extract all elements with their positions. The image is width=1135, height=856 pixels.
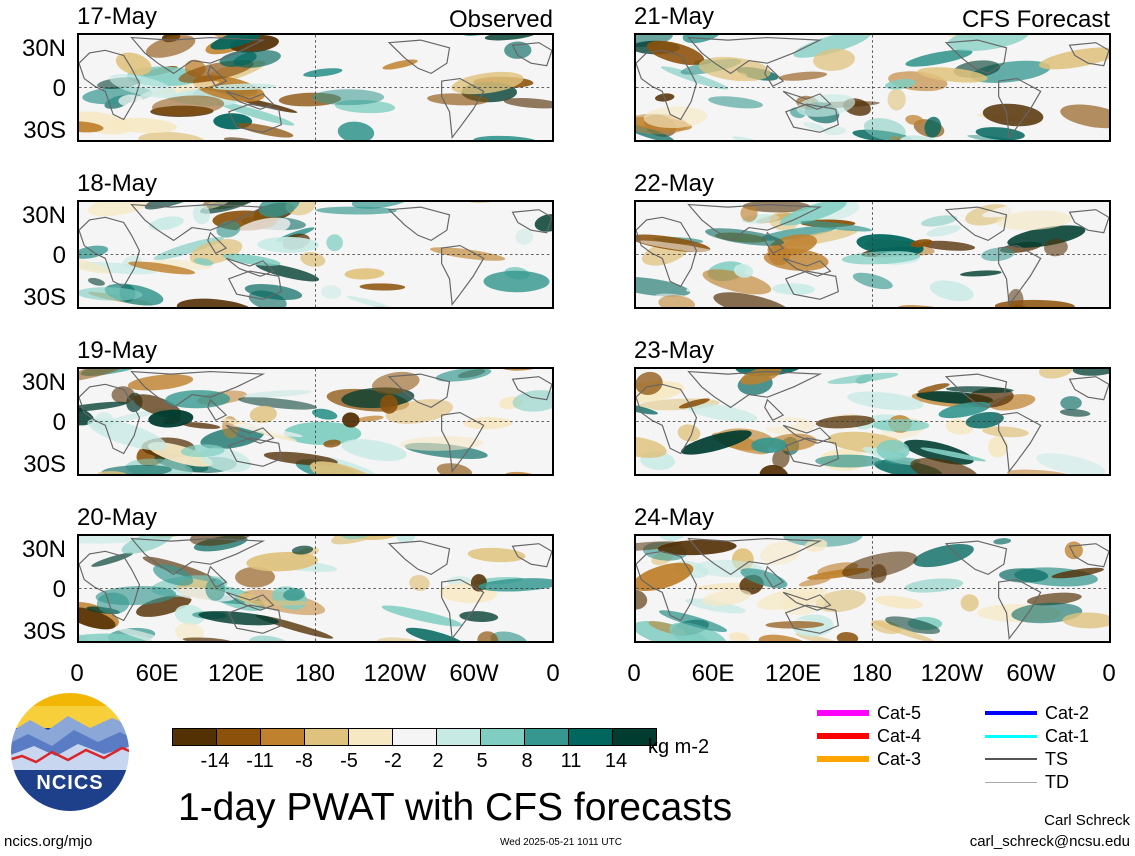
lat-label: 30S: [23, 451, 66, 478]
legend-swatch: [985, 758, 1037, 760]
legend-swatch: [817, 733, 869, 739]
lon-label: 120E: [764, 660, 822, 687]
lon-label: 120W: [920, 660, 984, 687]
lon-label: 60W: [449, 660, 499, 687]
legend-item-cat4: Cat-4: [817, 727, 921, 745]
forecast-label: CFS Forecast: [961, 6, 1110, 33]
ncics-logo: NCICS: [8, 690, 132, 814]
footer-timestamp: Wed 2025-05-21 1011 UTC: [500, 837, 622, 848]
panel-date-2: 18-May: [77, 170, 158, 197]
legend-item-ts: TS: [985, 750, 1068, 768]
legend-label: Cat-2: [1045, 703, 1090, 723]
legend-label: Cat-5: [877, 703, 922, 723]
colorbar-swatches: [172, 728, 657, 746]
map-panel-19-may: [77, 367, 554, 476]
colorbar-swatch: [436, 728, 481, 746]
colorbar-swatch: [260, 728, 305, 746]
map-panel-21-may: [634, 33, 1111, 142]
colorbar-swatch: [304, 728, 349, 746]
colorbar-swatch: [172, 728, 217, 746]
colorbar-tick: -11: [246, 750, 274, 772]
legend-item-cat5: Cat-5: [817, 704, 921, 722]
legend-item-td: TD: [985, 773, 1069, 791]
lon-label: 0: [627, 660, 641, 687]
lon-label: 180: [294, 660, 336, 687]
map-panel-18-may: [77, 200, 554, 309]
observed-label: Observed: [448, 6, 553, 33]
colorbar-tick: -2: [384, 750, 402, 772]
legend-swatch: [817, 756, 869, 762]
lon-label: 0: [1102, 660, 1116, 687]
panel-date-5: 21-May: [634, 3, 715, 30]
colorbar-swatch: [568, 728, 613, 746]
colorbar-tick: -5: [340, 750, 358, 772]
lon-label: 0: [546, 660, 560, 687]
footer-author: Carl Schreck: [1044, 812, 1130, 829]
lon-label: 180: [851, 660, 893, 687]
lon-label: 60E: [135, 660, 179, 687]
lat-label: 0: [52, 576, 66, 603]
colorbar-swatch: [480, 728, 525, 746]
panel-date-4: 20-May: [77, 504, 158, 531]
map-panel-17-may: [77, 33, 554, 142]
map-panel-24-may: [634, 534, 1111, 643]
colorbar-swatch: [392, 728, 437, 746]
figure-title: 1-day PWAT with CFS forecasts: [178, 786, 733, 829]
legend-item-cat1: Cat-1: [985, 727, 1089, 745]
footer-email: carl_schreck@ncsu.edu: [969, 833, 1130, 850]
colorbar-swatch: [612, 728, 657, 746]
legend-item-cat2: Cat-2: [985, 704, 1089, 722]
legend-swatch: [985, 711, 1037, 715]
panel-date-8: 24-May: [634, 504, 715, 531]
map-panel-23-may: [634, 367, 1111, 476]
colorbar-tick: 8: [521, 750, 533, 772]
lon-label: 120E: [207, 660, 265, 687]
panel-date-3: 19-May: [77, 337, 158, 364]
legend-swatch: [985, 781, 1037, 783]
legend-label: TS: [1045, 749, 1069, 769]
lon-label: 60E: [691, 660, 735, 687]
colorbar-swatch: [216, 728, 261, 746]
legend-label: TD: [1045, 772, 1069, 792]
colorbar-tick: 14: [604, 750, 628, 772]
colorbar-unit: kg m-2: [648, 736, 710, 758]
lat-label: 30N: [21, 369, 66, 396]
legend-label: Cat-3: [877, 749, 922, 769]
colorbar-tick: -8: [295, 750, 313, 772]
lat-label: 0: [52, 409, 66, 436]
map-panel-20-may: [77, 534, 554, 643]
lon-label: 60W: [1006, 660, 1056, 687]
lat-label: 30S: [23, 284, 66, 311]
colorbar-tick: 5: [476, 750, 488, 772]
legend-swatch: [985, 734, 1037, 738]
colorbar-swatch: [524, 728, 569, 746]
legend-label: Cat-1: [1045, 726, 1090, 746]
legend-item-cat3: Cat-3: [817, 750, 921, 768]
lon-label: 120W: [363, 660, 427, 687]
footer-url: ncics.org/mjo: [4, 833, 93, 850]
colorbar-tick: 2: [432, 750, 444, 772]
colorbar: [172, 728, 657, 746]
lat-label: 30N: [21, 35, 66, 62]
legend-label: Cat-4: [877, 726, 922, 746]
legend-swatch: [817, 710, 869, 716]
panel-date-6: 22-May: [634, 170, 715, 197]
lat-label: 30S: [23, 117, 66, 144]
lat-label: 30N: [21, 536, 66, 563]
colorbar-tick: -14: [200, 750, 230, 772]
lat-label: 30S: [23, 618, 66, 645]
colorbar-swatch: [348, 728, 393, 746]
map-panel-22-may: [634, 200, 1111, 309]
panel-date-1: 17-May: [77, 3, 158, 30]
colorbar-tick: 11: [560, 750, 582, 772]
lat-label: 30N: [21, 202, 66, 229]
logo-text: NCICS: [36, 772, 104, 794]
lat-label: 0: [52, 242, 66, 269]
panel-date-7: 23-May: [634, 337, 715, 364]
lon-label: 0: [70, 660, 84, 687]
lat-label: 0: [52, 75, 66, 102]
